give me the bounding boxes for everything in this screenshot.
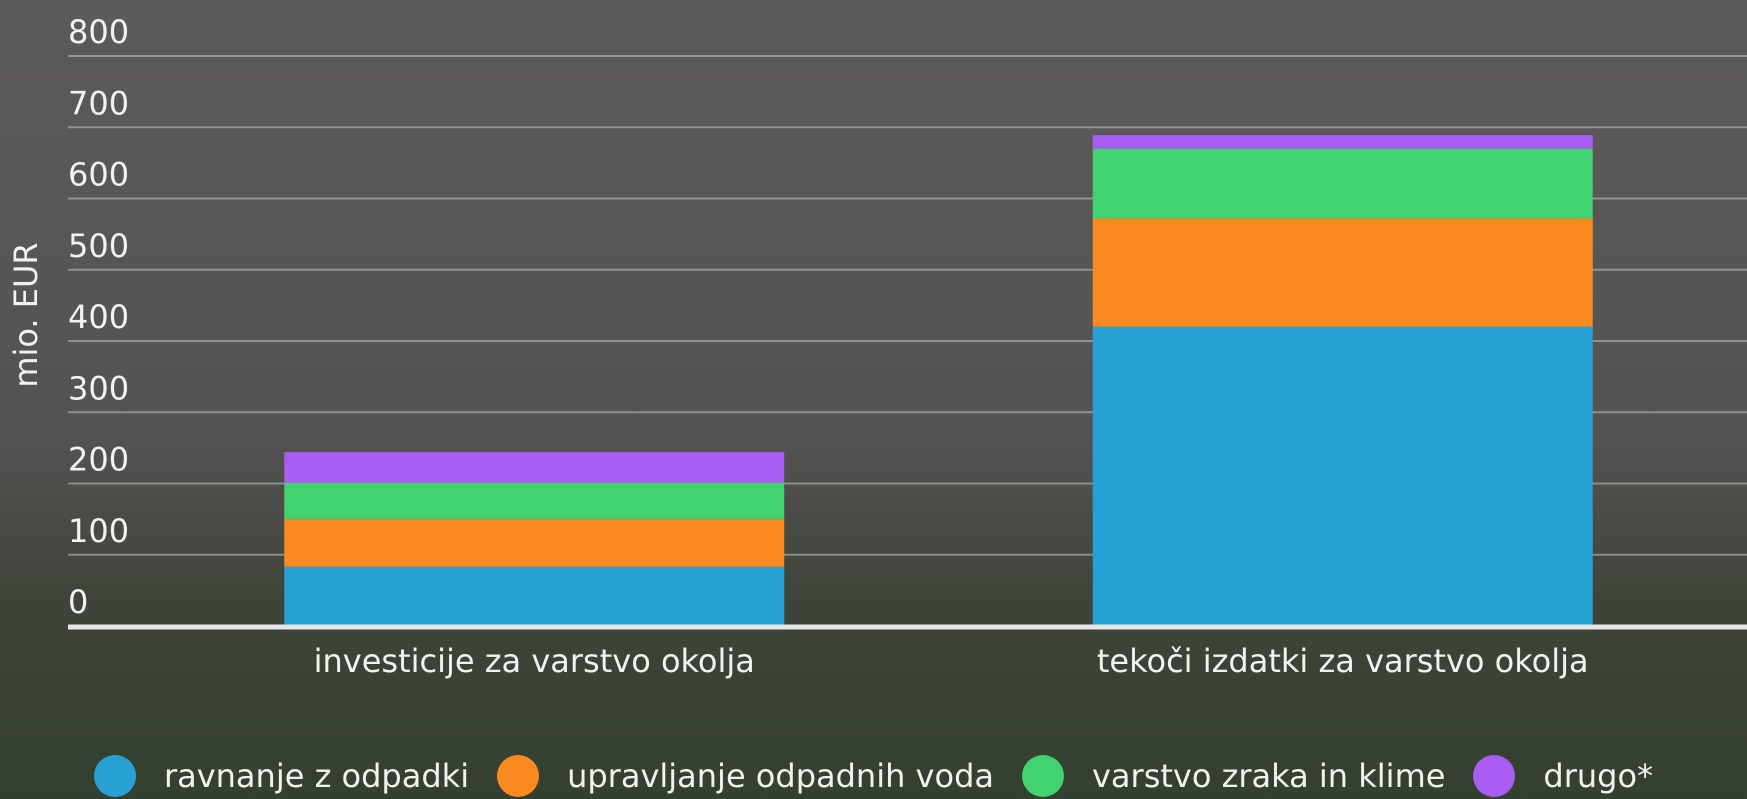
y-tick-label: 500 bbox=[68, 227, 129, 265]
chart: mio. EUR 0 100 200 300 400 500 600 700 800 invest… bbox=[7, 13, 1747, 680]
legend-swatch bbox=[1473, 755, 1516, 797]
y-tick-label: 300 bbox=[68, 369, 129, 407]
bar-segment bbox=[284, 482, 785, 520]
x-tick-label: investicije za varstvo okolja bbox=[314, 642, 755, 680]
legend-swatch bbox=[1021, 755, 1064, 797]
bar-segment bbox=[284, 566, 785, 626]
x-tick-label: tekoči izdatki za varstvo okolja bbox=[1097, 642, 1589, 680]
legend-item: varstvo zraka in klime bbox=[1021, 755, 1446, 797]
legend: ravnanje z odpadki upravljanje odpadnih v… bbox=[0, 755, 1747, 797]
legend-swatch bbox=[497, 755, 540, 797]
legend-label: ravnanje z odpadki bbox=[163, 757, 470, 795]
bar-segment bbox=[1092, 148, 1593, 219]
bar-segment bbox=[1092, 218, 1593, 327]
y-tick-label: 800 bbox=[68, 13, 129, 51]
legend-label: drugo* bbox=[1543, 757, 1654, 795]
bar-segment bbox=[1092, 135, 1593, 149]
y-tick-label: 200 bbox=[68, 441, 129, 479]
bar-segment bbox=[284, 452, 785, 483]
legend-item: ravnanje z odpadki bbox=[93, 755, 470, 797]
legend-item: drugo* bbox=[1473, 755, 1653, 797]
legend-label: upravljanje odpadnih voda bbox=[567, 757, 994, 795]
y-tick-label: 100 bbox=[68, 512, 129, 550]
bar-segment bbox=[1092, 326, 1593, 626]
legend-swatch bbox=[93, 755, 136, 797]
legend-item: upravljanje odpadnih voda bbox=[497, 755, 994, 797]
bar-segment bbox=[284, 519, 785, 567]
legend-label: varstvo zraka in klime bbox=[1091, 757, 1446, 795]
y-tick-label: 600 bbox=[68, 156, 129, 194]
y-tick-label: 700 bbox=[68, 84, 129, 122]
y-axis-label: mio. EUR bbox=[7, 242, 45, 387]
y-tick-label: 0 bbox=[68, 583, 88, 621]
y-tick-label: 400 bbox=[68, 298, 129, 336]
